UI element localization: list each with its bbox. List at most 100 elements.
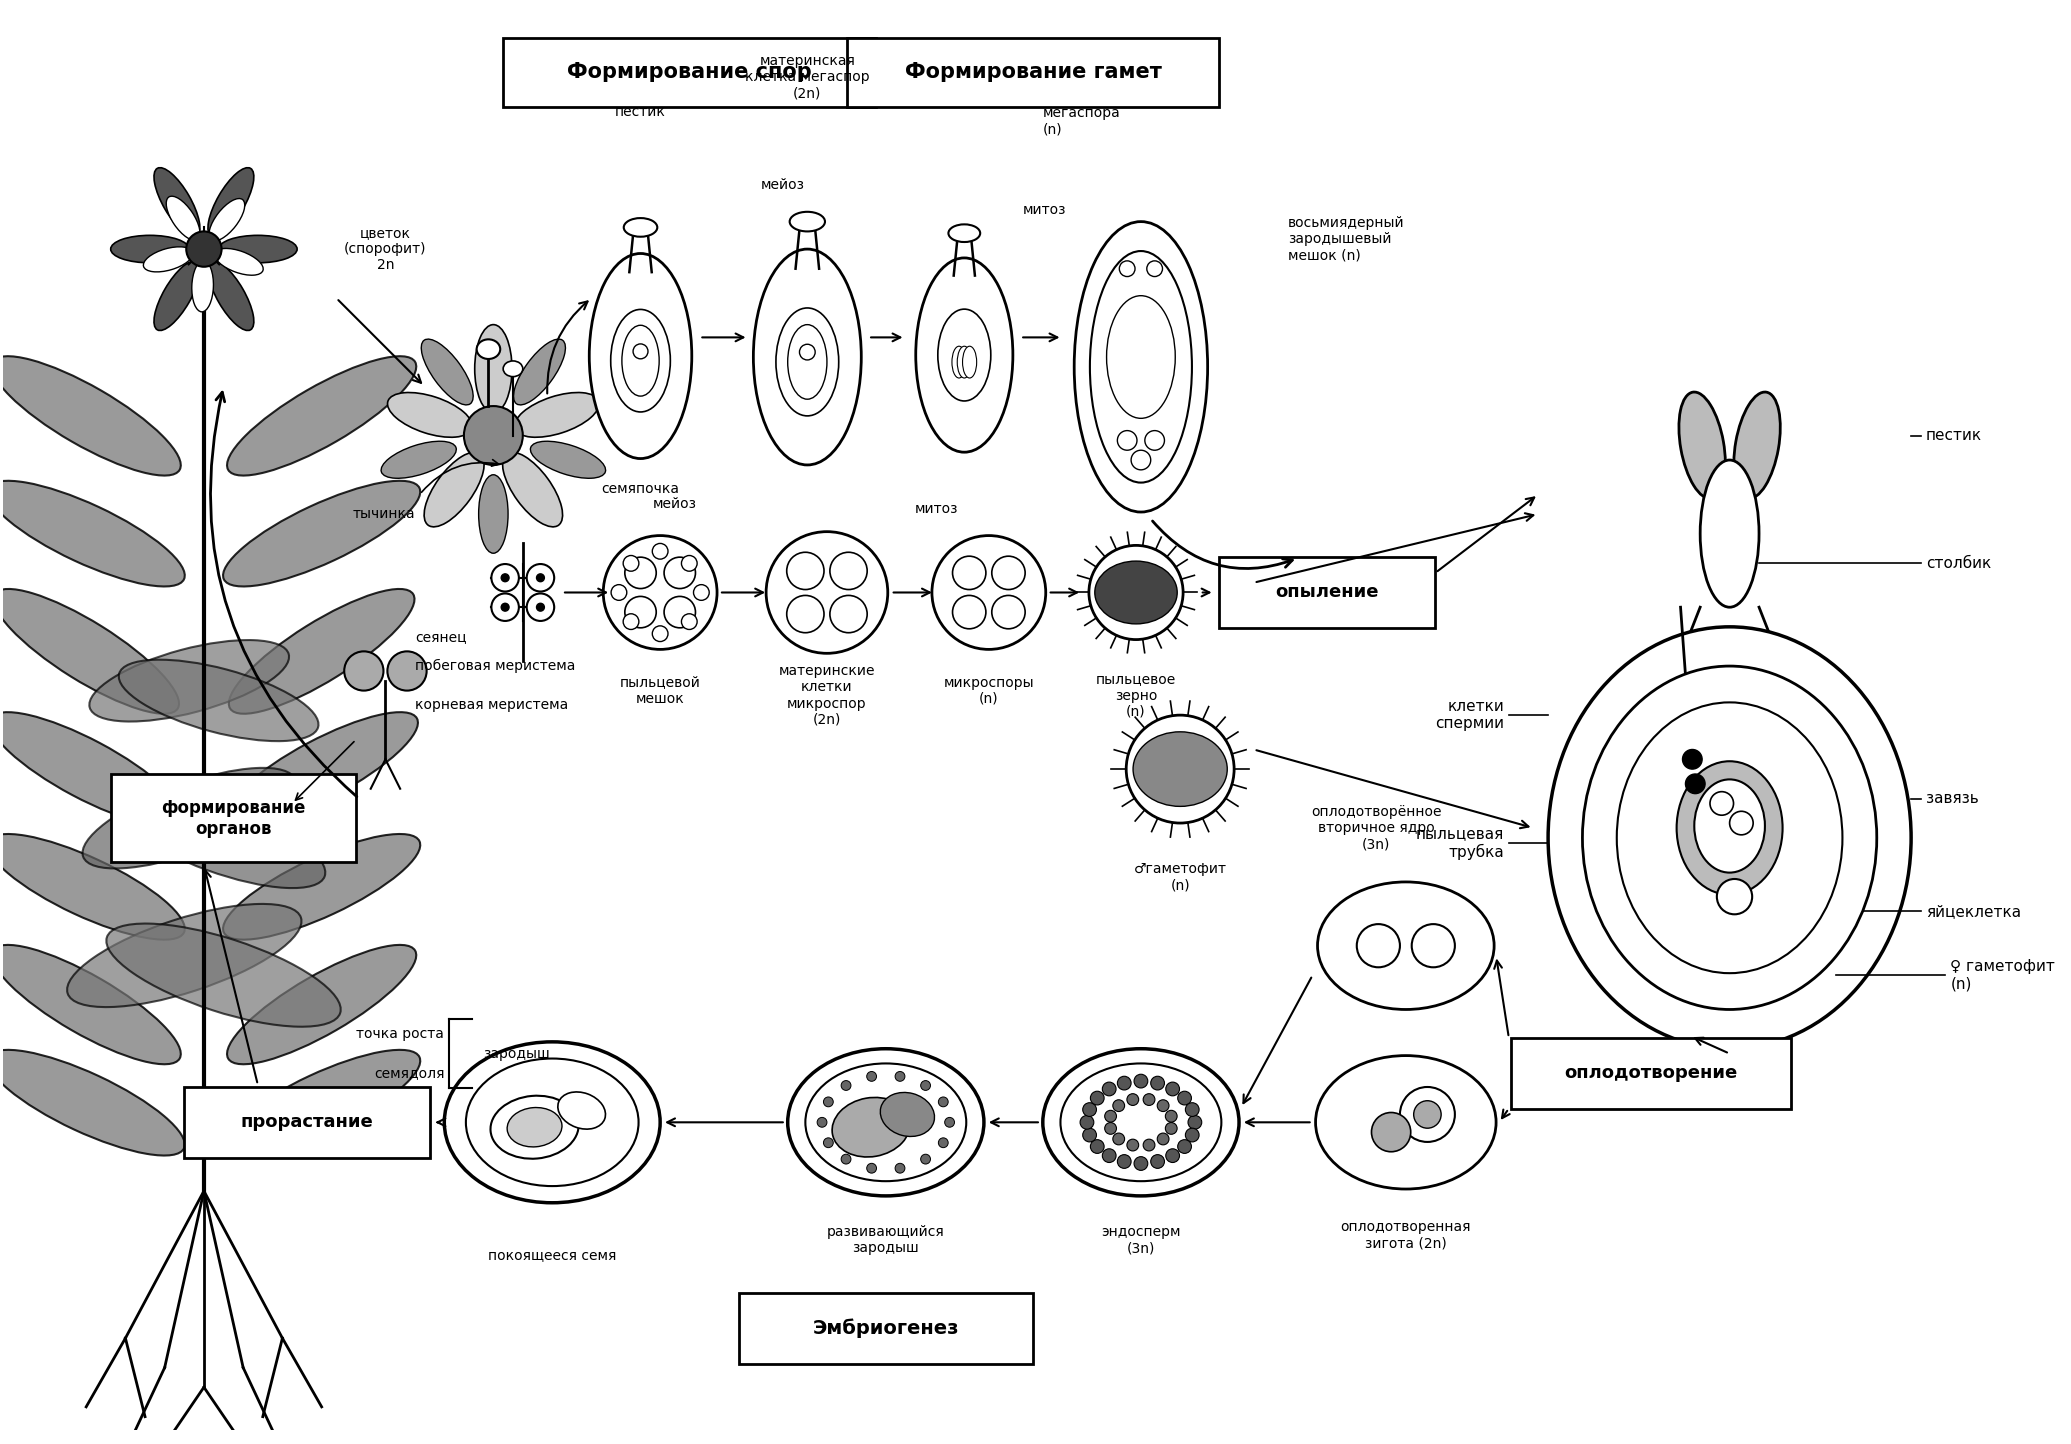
Text: эндосперм
(3n): эндосперм (3n) <box>1102 1225 1180 1255</box>
Text: митоз: митоз <box>1023 202 1067 217</box>
Circle shape <box>1178 1139 1191 1154</box>
Ellipse shape <box>1133 732 1228 806</box>
Ellipse shape <box>0 1050 184 1155</box>
Ellipse shape <box>0 357 180 475</box>
Circle shape <box>1357 924 1400 967</box>
Circle shape <box>766 531 888 653</box>
Ellipse shape <box>476 339 501 360</box>
Ellipse shape <box>420 339 472 404</box>
Text: Формирование гамет: Формирование гамет <box>905 62 1162 82</box>
Ellipse shape <box>224 835 420 940</box>
Ellipse shape <box>491 1096 578 1158</box>
Circle shape <box>1158 1100 1168 1112</box>
Text: зародыш: зародыш <box>483 1047 551 1061</box>
Circle shape <box>1371 1112 1410 1152</box>
Ellipse shape <box>507 1108 561 1147</box>
FancyBboxPatch shape <box>184 1087 429 1158</box>
Circle shape <box>1166 1149 1180 1162</box>
Text: пестик: пестик <box>1926 427 1982 443</box>
Ellipse shape <box>833 1097 909 1157</box>
Circle shape <box>665 596 696 628</box>
Circle shape <box>1083 1103 1096 1116</box>
Circle shape <box>1400 1087 1456 1142</box>
Ellipse shape <box>806 1063 967 1181</box>
Circle shape <box>799 344 816 360</box>
Circle shape <box>681 614 698 630</box>
Circle shape <box>526 565 555 592</box>
Circle shape <box>464 406 522 465</box>
Ellipse shape <box>106 924 342 1027</box>
Ellipse shape <box>938 309 990 401</box>
Circle shape <box>932 536 1046 650</box>
Circle shape <box>1682 749 1702 770</box>
Circle shape <box>536 604 545 611</box>
Ellipse shape <box>590 254 692 459</box>
FancyBboxPatch shape <box>739 1292 1033 1363</box>
Ellipse shape <box>466 1058 638 1186</box>
Ellipse shape <box>0 944 180 1064</box>
Ellipse shape <box>1060 1063 1222 1181</box>
Ellipse shape <box>1733 391 1781 498</box>
Text: ♂гаметофит
(n): ♂гаметофит (n) <box>1133 862 1226 892</box>
Ellipse shape <box>445 1043 661 1203</box>
Circle shape <box>491 593 520 621</box>
Circle shape <box>652 543 669 559</box>
Circle shape <box>387 651 427 690</box>
Circle shape <box>922 1080 930 1090</box>
Text: завязь: завязь <box>1926 791 1978 806</box>
Circle shape <box>1104 1110 1116 1122</box>
Circle shape <box>787 552 824 589</box>
Ellipse shape <box>789 212 824 231</box>
Circle shape <box>787 595 824 632</box>
Text: Формирование спор: Формирование спор <box>567 62 812 82</box>
Circle shape <box>841 1080 851 1090</box>
Ellipse shape <box>514 393 599 438</box>
Ellipse shape <box>915 258 1013 452</box>
Circle shape <box>818 1118 826 1128</box>
Ellipse shape <box>228 589 414 713</box>
Circle shape <box>953 556 986 589</box>
Circle shape <box>1711 791 1733 816</box>
Ellipse shape <box>1317 882 1493 1009</box>
Text: формирование
органов: формирование органов <box>162 799 307 838</box>
Circle shape <box>603 536 717 650</box>
Ellipse shape <box>754 248 862 465</box>
Ellipse shape <box>777 308 839 416</box>
Circle shape <box>625 557 657 589</box>
Circle shape <box>841 1154 851 1164</box>
Ellipse shape <box>387 393 472 438</box>
Ellipse shape <box>1100 283 1183 430</box>
Circle shape <box>186 231 222 267</box>
Circle shape <box>694 585 708 601</box>
FancyBboxPatch shape <box>110 774 356 862</box>
Ellipse shape <box>953 347 965 378</box>
FancyBboxPatch shape <box>1220 557 1435 628</box>
Circle shape <box>895 1164 905 1173</box>
Circle shape <box>1151 1155 1164 1168</box>
Ellipse shape <box>478 475 507 553</box>
Circle shape <box>824 1138 833 1148</box>
Ellipse shape <box>1680 391 1725 498</box>
Ellipse shape <box>207 168 255 237</box>
Ellipse shape <box>193 261 213 312</box>
Circle shape <box>1145 430 1164 451</box>
Ellipse shape <box>621 325 659 396</box>
Ellipse shape <box>425 452 485 527</box>
Circle shape <box>1166 1122 1176 1135</box>
Circle shape <box>824 1097 833 1106</box>
Ellipse shape <box>215 248 263 276</box>
Circle shape <box>1686 774 1704 794</box>
Ellipse shape <box>143 247 193 271</box>
Ellipse shape <box>1089 251 1193 482</box>
Circle shape <box>1081 1115 1093 1129</box>
Circle shape <box>1112 1134 1125 1145</box>
Ellipse shape <box>949 224 980 243</box>
Text: микроспоры
(n): микроспоры (n) <box>944 676 1033 706</box>
Ellipse shape <box>207 261 255 331</box>
Circle shape <box>1143 1093 1156 1106</box>
Ellipse shape <box>530 442 605 478</box>
Text: оплодотворение: оплодотворение <box>1564 1064 1738 1082</box>
Circle shape <box>1083 1128 1096 1142</box>
Ellipse shape <box>228 944 416 1064</box>
Circle shape <box>1135 1074 1147 1087</box>
